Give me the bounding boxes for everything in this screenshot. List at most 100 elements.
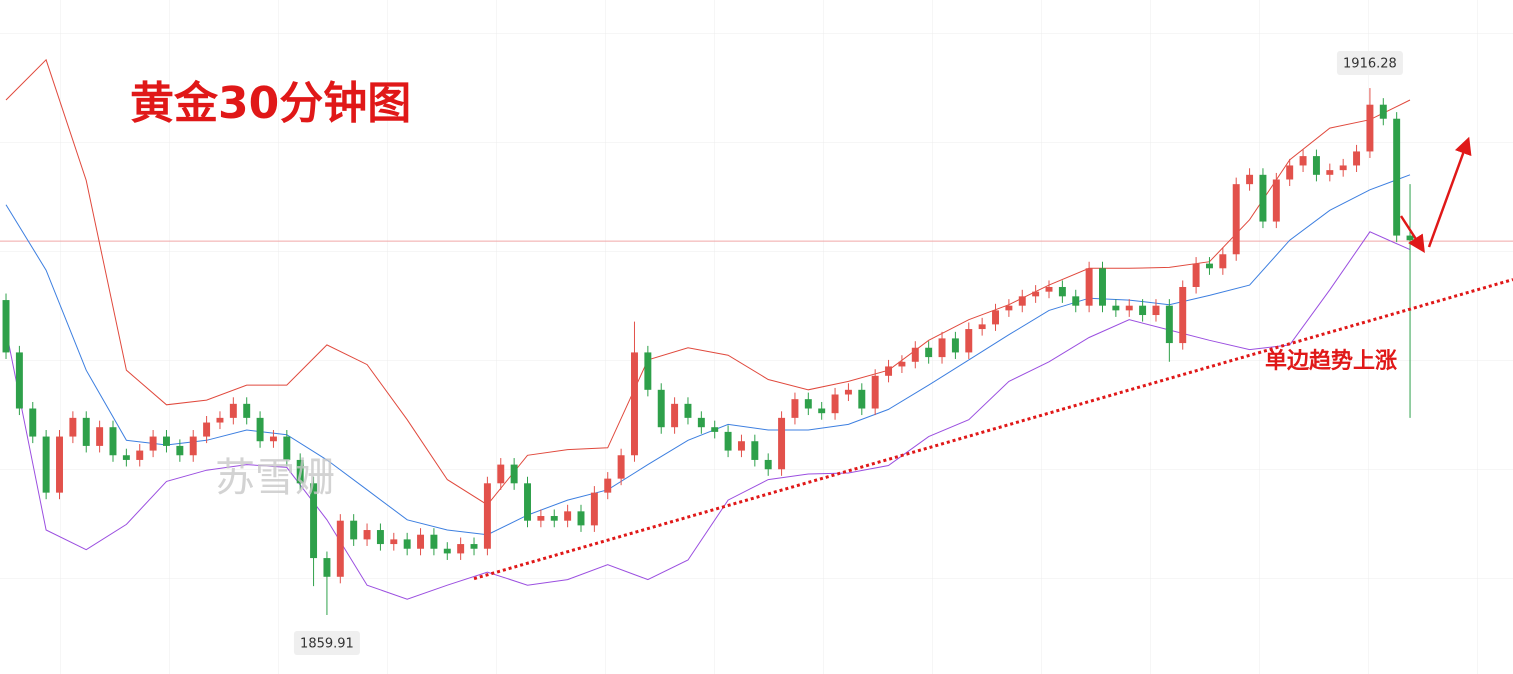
candle-body: [363, 530, 371, 540]
candle-body: [243, 403, 251, 418]
candle-body: [1312, 156, 1320, 175]
candle-body: [350, 520, 358, 540]
candle-body: [1339, 165, 1347, 171]
candle-body: [149, 436, 157, 451]
candle-body: [898, 361, 906, 367]
candle-body: [229, 403, 237, 418]
candle-body: [631, 352, 638, 456]
candle-body: [804, 399, 812, 409]
candle-body: [911, 347, 919, 362]
candle-body: [1072, 296, 1080, 306]
candle-body: [390, 539, 398, 545]
candle-body: [269, 436, 277, 442]
candle-body: [1232, 184, 1240, 255]
candle-body: [2, 300, 10, 353]
candle-body: [15, 352, 23, 409]
candle-body: [1366, 104, 1374, 152]
candle-body: [29, 408, 37, 437]
candle-body: [617, 455, 625, 479]
candle-body: [711, 427, 719, 432]
candle-body: [1406, 235, 1414, 241]
price-tag: 1916.28: [1343, 57, 1397, 72]
candle-body: [524, 483, 531, 521]
candle-body: [122, 455, 130, 460]
candle-body: [176, 445, 184, 456]
candle-body: [56, 436, 63, 493]
band-line: [5, 231, 1411, 600]
watermark: 苏雪姗: [215, 455, 335, 501]
price-tag-box: [1336, 51, 1403, 76]
candle-body: [1326, 170, 1334, 175]
chart-title: 黄金30分钟图: [130, 78, 411, 129]
price-tag-box: [293, 631, 360, 656]
candle-body: [109, 427, 117, 456]
candle-body: [1085, 268, 1093, 306]
candle-body: [189, 436, 197, 456]
candle-body: [69, 417, 77, 437]
candle-body: [751, 441, 759, 460]
candle-body: [684, 403, 692, 418]
candle-body: [283, 436, 291, 460]
candle-body: [938, 338, 946, 358]
candle-body: [858, 389, 866, 409]
candle-body: [417, 534, 425, 549]
candle-body: [1379, 104, 1387, 119]
price-tag: 1859.91: [300, 637, 354, 652]
candle-body: [403, 539, 411, 549]
candle-body: [1246, 174, 1254, 185]
candle-body: [844, 389, 852, 395]
candle-body: [550, 516, 558, 521]
candle-body: [1152, 305, 1160, 316]
candle-body: [1099, 268, 1106, 306]
candle-body: [925, 347, 933, 358]
candle-body: [1393, 118, 1401, 236]
candle-body: [885, 366, 893, 376]
candle-body: [671, 403, 679, 428]
candle-body: [430, 534, 438, 549]
candle-body: [42, 436, 50, 493]
candle-body: [82, 417, 90, 446]
candle-body: [951, 338, 959, 353]
candle-body: [336, 520, 344, 577]
candle-body: [163, 436, 170, 446]
trend-line: [473, 278, 1513, 581]
candle-body: [978, 324, 986, 330]
candle-body: [1125, 305, 1133, 311]
candle-body: [1192, 263, 1200, 287]
candle-body: [296, 459, 304, 484]
band-line: [5, 58, 1411, 506]
candle-body: [1005, 305, 1013, 311]
candle-body: [310, 483, 318, 559]
candle-body: [1139, 305, 1147, 316]
candle-body: [537, 516, 545, 521]
candle-body: [457, 544, 465, 554]
candle-body: [443, 548, 451, 554]
band-line: [5, 174, 1411, 536]
candle-body: [791, 399, 799, 418]
candle-body: [136, 450, 144, 460]
arrow: [1427, 136, 1472, 248]
candle-body: [256, 417, 264, 442]
candle-body: [604, 478, 612, 493]
candle-body: [724, 431, 732, 451]
candle-body: [657, 389, 665, 428]
candle-body: [1272, 179, 1280, 222]
candle-body: [965, 329, 973, 353]
candle-body: [1165, 305, 1173, 344]
candle-body: [871, 375, 879, 409]
plot: 1916.28 1859.91: [0, 51, 1513, 656]
candle-body: [483, 483, 491, 549]
candle-body: [764, 459, 772, 470]
candle-body: [697, 417, 705, 428]
candle-body: [1058, 286, 1066, 297]
candle-body: [376, 530, 384, 545]
candle-body: [323, 558, 331, 577]
candle-body: [644, 352, 652, 390]
candle-body: [778, 417, 786, 470]
candle-body: [818, 408, 826, 414]
candle-body: [831, 394, 839, 414]
candle-body: [1353, 151, 1361, 166]
candle-body: [1112, 305, 1120, 311]
candle-body: [1286, 165, 1294, 180]
candle-body: [1045, 286, 1053, 292]
